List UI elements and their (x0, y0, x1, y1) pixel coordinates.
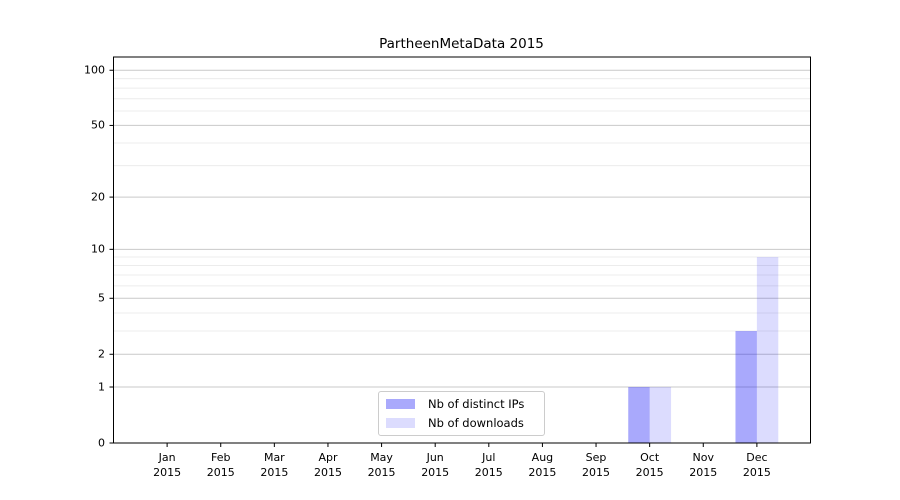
x-tick-label-sep: Sep 2015 (582, 451, 611, 479)
legend-swatch-downloads (386, 418, 415, 428)
y-tick-label: 1 (98, 380, 105, 394)
bar-distinct-ips-dec (735, 331, 757, 443)
y-tick-label: 2 (98, 347, 105, 361)
y-tick-label: 0 (98, 436, 105, 450)
x-tick-label-aug: Aug 2015 (528, 451, 557, 479)
y-tick-label: 100 (84, 63, 105, 77)
x-tick-label-apr: Apr 2015 (313, 451, 342, 479)
x-tick-label-feb: Feb 2015 (206, 451, 235, 479)
y-tick-label: 50 (91, 118, 105, 132)
x-tick-label-nov: Nov 2015 (689, 451, 718, 479)
bar-downloads-dec (756, 257, 779, 443)
legend-item-downloads: Nb of downloads (386, 416, 537, 430)
legend-label-distinct-ips: Nb of distinct IPs (428, 397, 525, 411)
y-tick-label: 5 (98, 291, 105, 305)
x-tick-label-jun: Jun 2015 (421, 451, 450, 479)
x-tick-label-mar: Mar 2015 (260, 451, 289, 479)
x-tick-label-jul: Jul 2015 (474, 451, 503, 479)
y-tick-label: 20 (91, 190, 105, 204)
plot-frame (113, 56, 811, 444)
x-tick-label-jan: Jan 2015 (153, 451, 182, 479)
bar-downloads-oct (649, 387, 672, 443)
legend-item-distinct-ips: Nb of distinct IPs (386, 397, 537, 411)
y-tick-label: 10 (91, 242, 105, 256)
legend: Nb of distinct IPs Nb of downloads (378, 391, 545, 436)
legend-label-downloads: Nb of downloads (428, 416, 524, 430)
x-tick-label-oct: Oct 2015 (635, 451, 664, 479)
legend-swatch-distinct-ips (386, 399, 415, 409)
x-tick-label-dec: Dec 2015 (742, 451, 771, 479)
bar-distinct-ips-oct (628, 387, 650, 443)
x-tick-label-may: May 2015 (367, 451, 396, 479)
chart-title: PartheenMetaData 2015 (379, 36, 544, 52)
